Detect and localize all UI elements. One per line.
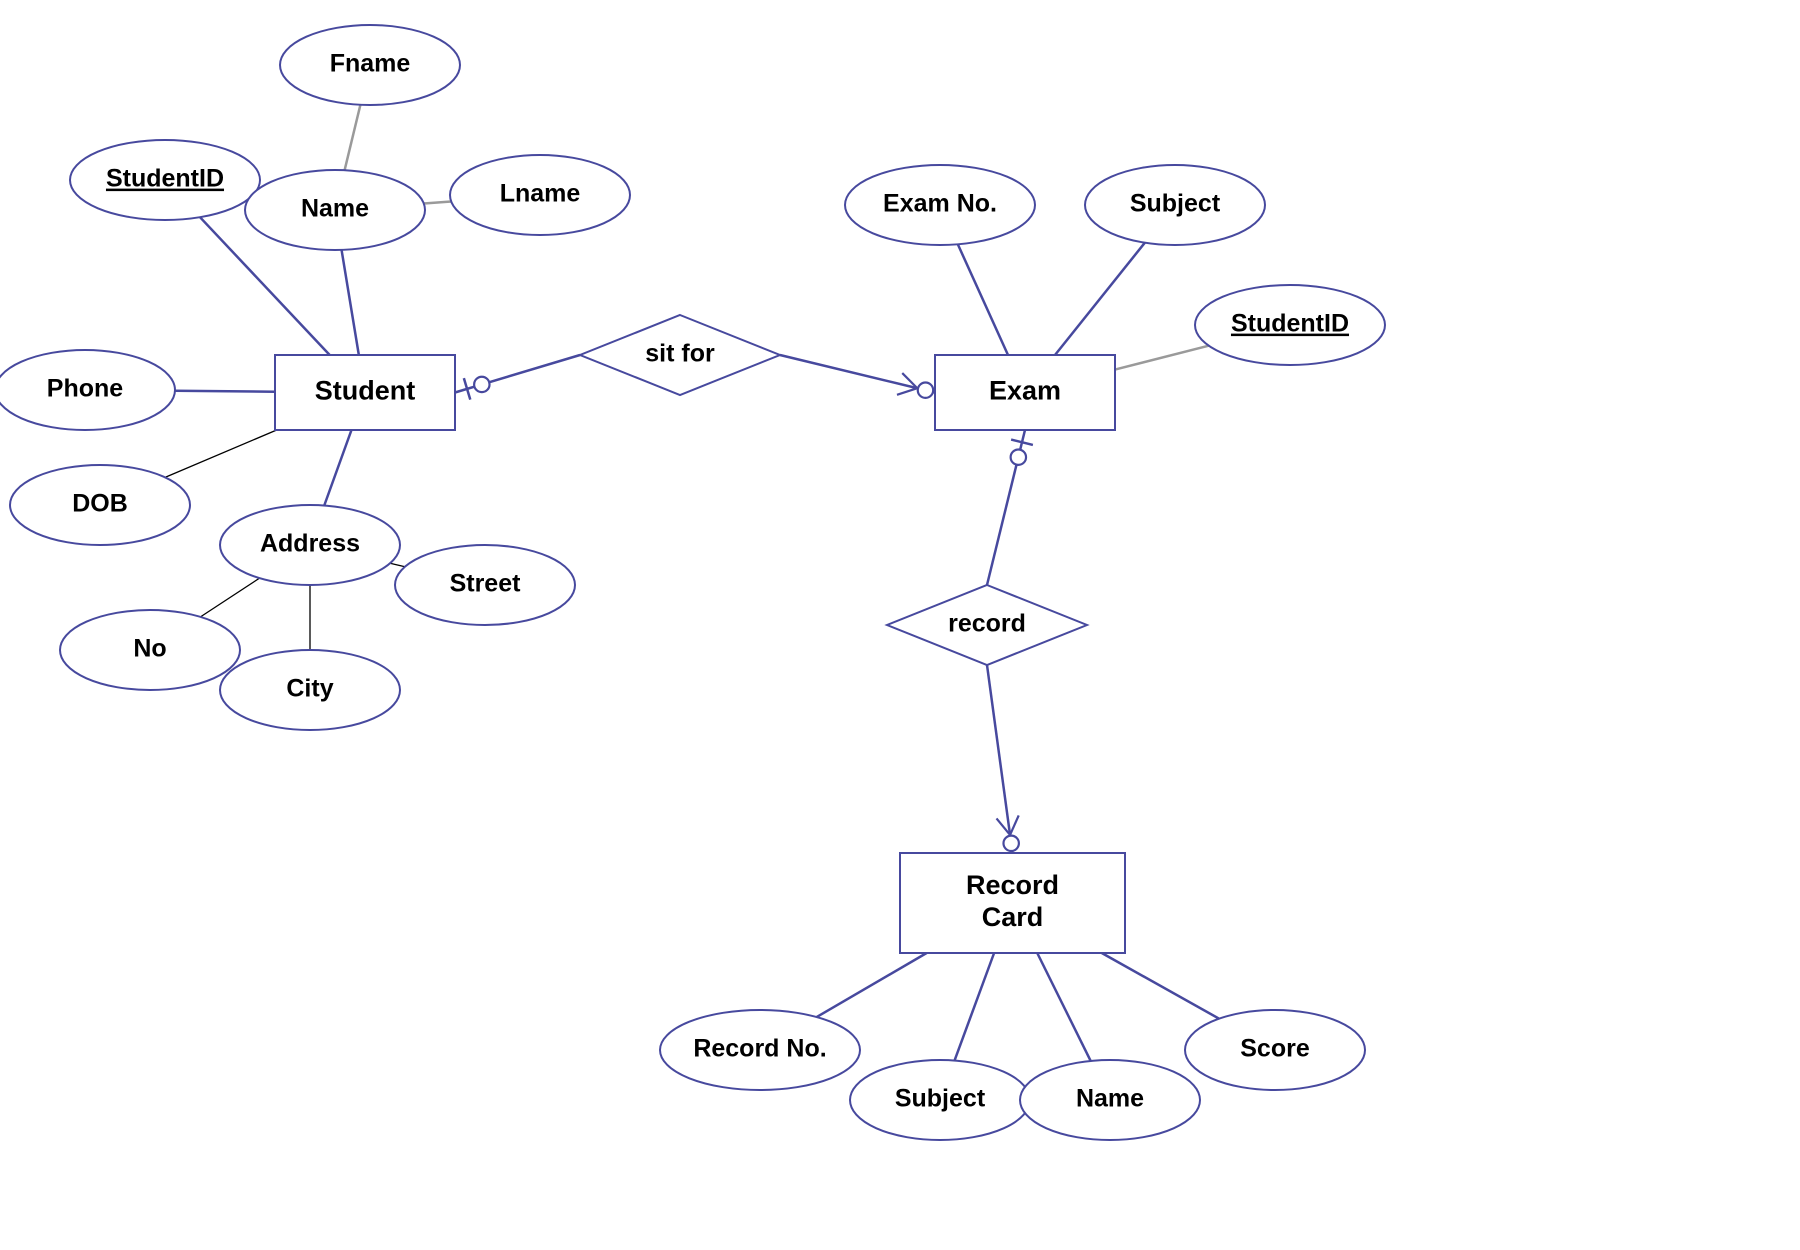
er-diagram: Fname StudentID Name Lname Phone DOB Address No…: [0, 0, 1800, 1250]
attr-score-label: Score: [1240, 1035, 1310, 1063]
attr-dob: DOB: [10, 465, 190, 545]
crow-notation: [464, 377, 490, 400]
edge-exam-subject_e: [1055, 243, 1145, 355]
attr-subject_r: Subject: [850, 1060, 1030, 1140]
attr-studentid-label: StudentID: [106, 165, 224, 193]
entity-exam-label: Exam: [989, 376, 1061, 406]
crow-notation: [1011, 440, 1033, 465]
attr-examno-label: Exam No.: [883, 190, 997, 218]
nodes-layer: Fname StudentID Name Lname Phone DOB Address No…: [0, 25, 1385, 1140]
rel-record: record: [887, 585, 1087, 665]
rel-sitfor: sit for: [580, 315, 780, 395]
entity-student: Student: [275, 355, 455, 430]
edge-student-name: [342, 250, 359, 355]
attr-street: Street: [395, 545, 575, 625]
edge-student-dob: [165, 430, 277, 477]
attr-name-label: Name: [301, 195, 369, 223]
edge-recordcard-recordno: [817, 953, 927, 1017]
attr-city: City: [220, 650, 400, 730]
attr-lname-label: Lname: [500, 180, 581, 208]
attr-address: Address: [220, 505, 400, 585]
attr-fname: Fname: [280, 25, 460, 105]
attr-phone-label: Phone: [47, 375, 123, 403]
edge-student-address: [324, 430, 351, 506]
attr-studentid2-label: StudentID: [1231, 310, 1349, 338]
edge-name-fname: [345, 105, 361, 170]
attr-no-label: No: [133, 635, 166, 663]
attr-name: Name: [245, 170, 425, 250]
attr-no: No: [60, 610, 240, 690]
edge-recordcard-name_r: [1037, 953, 1090, 1061]
attr-dob-label: DOB: [72, 490, 128, 518]
rel-edge-sitfor-exam: [780, 355, 935, 393]
entity-student-label: Student: [315, 376, 416, 406]
attr-name_r-label: Name: [1076, 1085, 1144, 1113]
attr-name_r: Name: [1020, 1060, 1200, 1140]
attr-street-label: Street: [450, 570, 522, 598]
edge-name-lname: [424, 201, 451, 203]
entity-recordcard-label-1: Record: [966, 870, 1059, 900]
edge-recordcard-subject_r: [955, 953, 995, 1061]
edge-student-phone: [175, 391, 275, 392]
entity-recordcard: RecordCard: [900, 853, 1125, 953]
attr-subject_r-label: Subject: [895, 1085, 986, 1113]
rel-record-label: record: [948, 610, 1026, 638]
attr-address-label: Address: [260, 530, 360, 558]
attr-lname: Lname: [450, 155, 630, 235]
edge-address-no: [200, 578, 259, 617]
entity-recordcard-label-2: Card: [982, 902, 1044, 932]
edge-recordcard-score: [1102, 953, 1219, 1019]
rel-sitfor-label: sit for: [645, 340, 715, 368]
attr-studentid2: StudentID: [1195, 285, 1385, 365]
entity-exam: Exam: [935, 355, 1115, 430]
attr-recordno-label: Record No.: [693, 1035, 826, 1063]
attr-examno: Exam No.: [845, 165, 1035, 245]
attr-studentid: StudentID: [70, 140, 260, 220]
attr-recordno: Record No.: [660, 1010, 860, 1090]
attr-phone: Phone: [0, 350, 175, 430]
attr-fname-label: Fname: [330, 50, 411, 78]
edge-exam-studentid2: [1115, 346, 1209, 370]
edge-address-street: [390, 563, 405, 566]
attr-subject_e-label: Subject: [1130, 190, 1221, 218]
attr-subject_e: Subject: [1085, 165, 1265, 245]
attr-city-label: City: [286, 675, 333, 703]
attr-score: Score: [1185, 1010, 1365, 1090]
edge-exam-examno: [958, 244, 1008, 355]
rel-edge-record-recordcard: [987, 665, 1013, 853]
